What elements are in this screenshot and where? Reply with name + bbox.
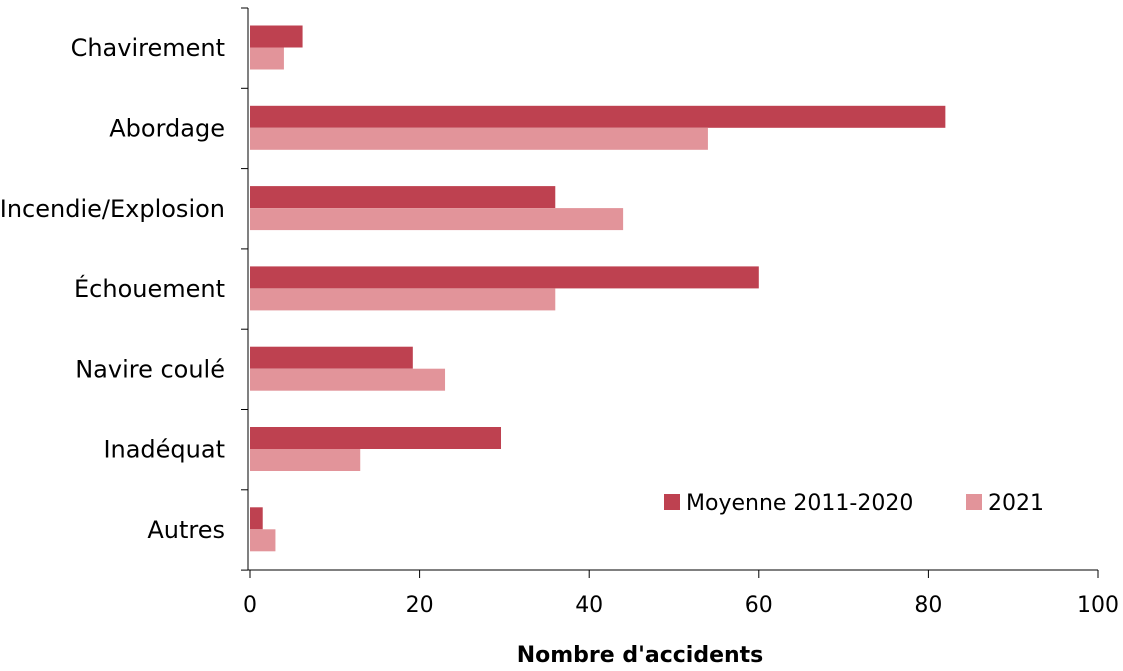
bar-series-2 xyxy=(250,208,624,231)
chart-legend: Moyenne 2011-2020 2021 xyxy=(664,491,1044,516)
x-tick-label: 0 xyxy=(243,593,257,618)
x-axis-title: Nombre d'accidents xyxy=(517,643,764,666)
bar-series-1 xyxy=(250,507,263,530)
legend-label-1: Moyenne 2011-2020 xyxy=(686,491,913,516)
chart-labels: 0 20 40 60 80 100 Chavirement Abordage Incendie/… xyxy=(0,34,1119,618)
x-tick-label: 40 xyxy=(575,593,603,618)
bar-series-1 xyxy=(250,105,946,128)
bar-series-2 xyxy=(250,288,556,311)
chart-axes xyxy=(241,7,1099,578)
legend-swatch-2 xyxy=(966,494,982,510)
bar-series-1 xyxy=(250,266,759,289)
bar-series-2 xyxy=(250,529,276,552)
x-tick-label: 60 xyxy=(745,593,773,618)
category-label: Autres xyxy=(147,516,225,544)
category-label: Inadéquat xyxy=(103,436,225,464)
legend-swatch-1 xyxy=(664,494,680,510)
chart-bars xyxy=(250,25,946,552)
bar-series-1 xyxy=(250,186,556,209)
x-tick-label: 100 xyxy=(1077,593,1119,618)
bar-series-2 xyxy=(250,449,361,471)
bar-series-1 xyxy=(250,346,413,369)
x-tick-label: 20 xyxy=(406,593,434,618)
bar-series-1 xyxy=(250,25,303,48)
category-label: Échouement xyxy=(74,274,225,303)
category-label: Navire coulé xyxy=(75,355,225,383)
bar-series-2 xyxy=(250,368,446,391)
category-label: Incendie/Explosion xyxy=(0,195,225,223)
bar-series-1 xyxy=(250,427,502,449)
bar-series-2 xyxy=(250,47,284,70)
legend-label-2: 2021 xyxy=(988,491,1044,516)
category-label: Abordage xyxy=(109,114,225,142)
x-tick-label: 80 xyxy=(914,593,942,618)
bar-series-2 xyxy=(250,127,708,150)
category-label: Chavirement xyxy=(71,34,225,62)
